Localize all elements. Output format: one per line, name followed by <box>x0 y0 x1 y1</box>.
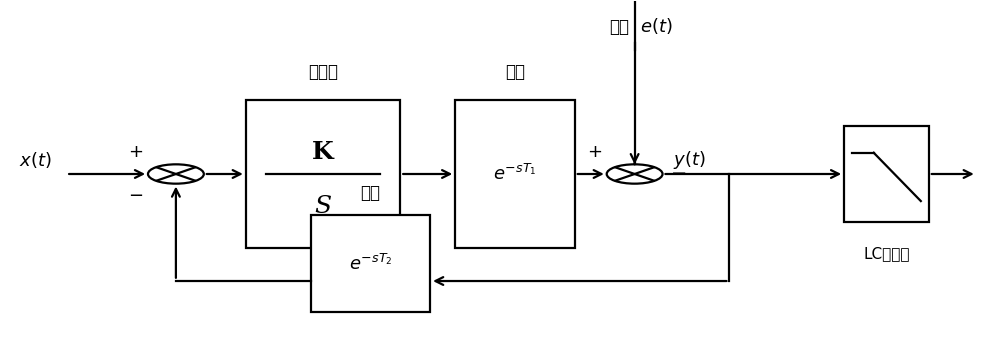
Text: 时延: 时延 <box>360 184 380 201</box>
Text: −: − <box>671 164 687 183</box>
Text: $e^{-sT_1}$: $e^{-sT_1}$ <box>493 164 537 184</box>
Text: 时延: 时延 <box>505 63 525 81</box>
Text: +: + <box>128 143 143 161</box>
Text: $e^{-sT_2}$: $e^{-sT_2}$ <box>349 254 392 274</box>
Text: LC滤波器: LC滤波器 <box>863 246 910 261</box>
Text: $y(t)$: $y(t)$ <box>673 149 705 171</box>
Bar <box>844 126 929 222</box>
Text: 积分器: 积分器 <box>308 63 338 81</box>
Text: S: S <box>314 195 332 218</box>
Text: +: + <box>587 143 602 161</box>
Text: $x(t)$: $x(t)$ <box>19 150 52 170</box>
Bar <box>455 100 575 248</box>
Text: K: K <box>312 140 334 164</box>
Bar <box>311 215 430 312</box>
Bar <box>246 100 400 248</box>
Text: $e(t)$: $e(t)$ <box>640 16 672 36</box>
Text: 误差: 误差 <box>610 18 630 36</box>
Text: −: − <box>128 187 143 205</box>
